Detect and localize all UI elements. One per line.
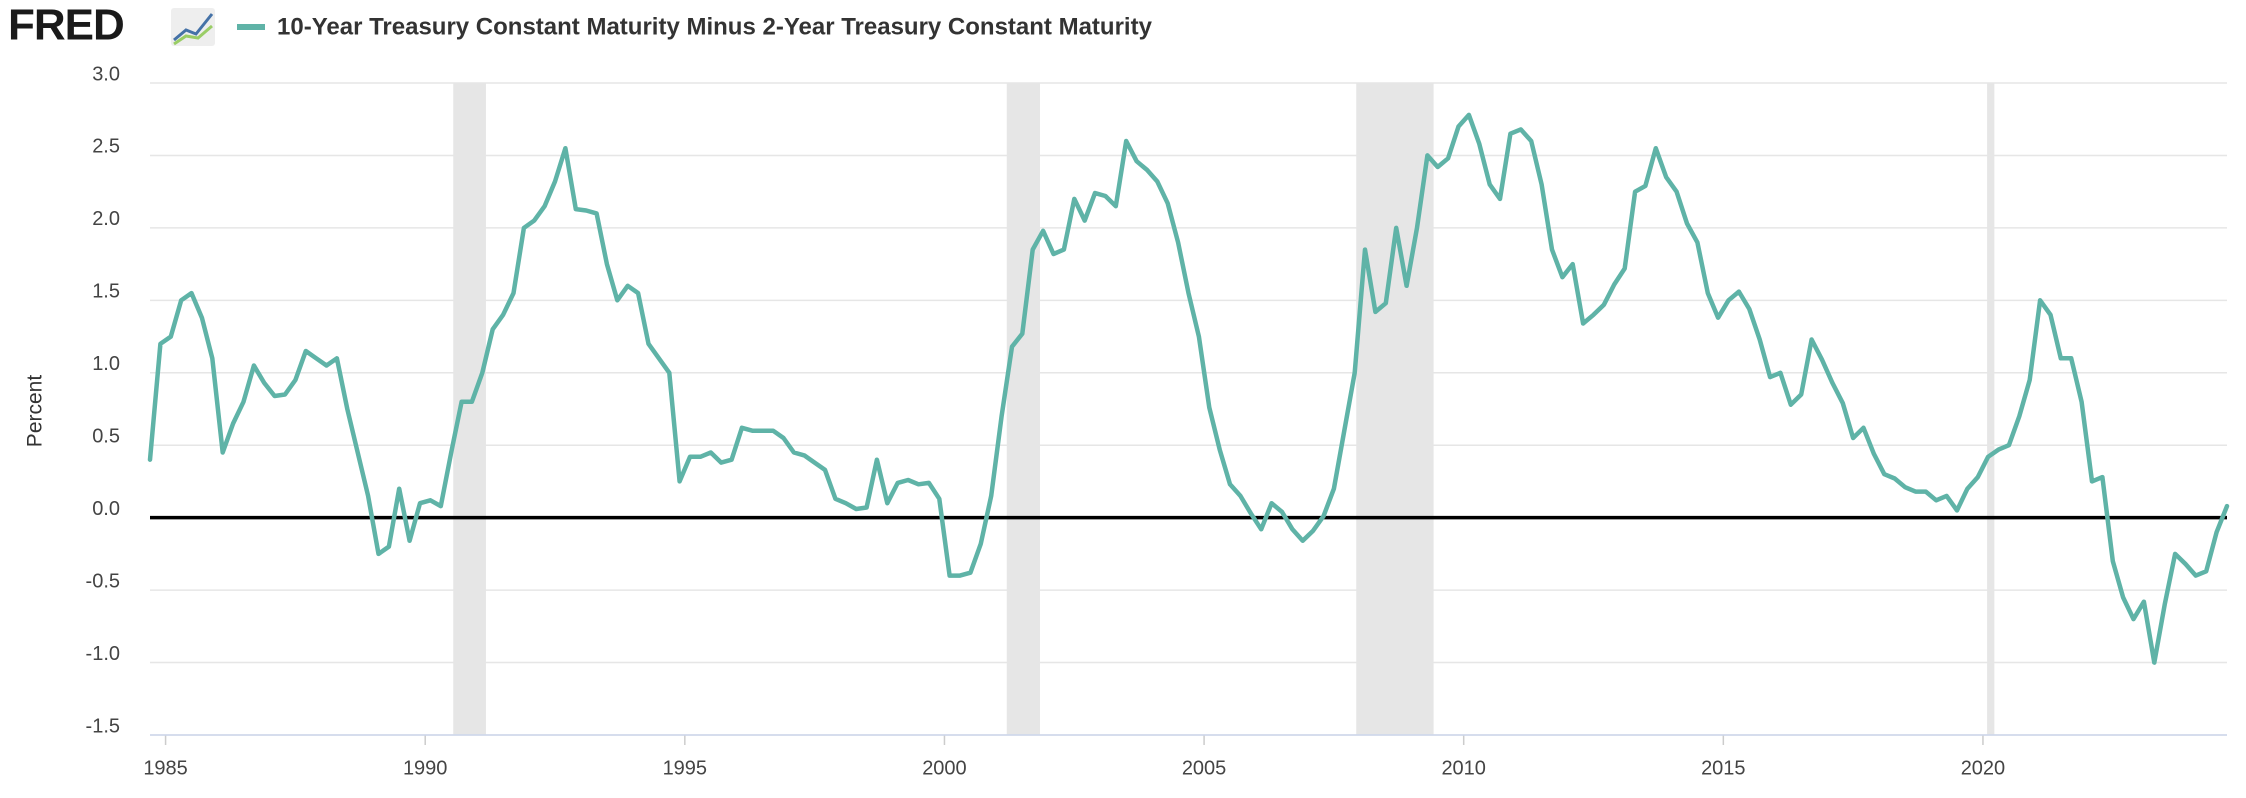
y-axis-label: Percent: [24, 375, 47, 448]
y-tick-label: 1.5: [92, 281, 120, 303]
y-tick-label: 2.5: [92, 136, 120, 158]
header: FRED 10-Year Treasury Constant Maturity …: [8, 1, 1153, 50]
x-tick-label: 2005: [1182, 757, 1227, 779]
logo-icon: [171, 8, 215, 46]
x-tick-label: 2015: [1701, 757, 1746, 779]
y-tick-label: -1.5: [86, 715, 120, 737]
brand-logo[interactable]: FRED: [8, 1, 125, 50]
series-line: [147, 112, 2230, 665]
x-tick-label: 1995: [663, 757, 708, 779]
y-tick-label: 2.0: [92, 208, 120, 230]
y-tick-label: 3.0: [92, 63, 120, 85]
x-tick-label: 1990: [403, 757, 448, 779]
legend-label[interactable]: 10-Year Treasury Constant Maturity Minus…: [277, 13, 1153, 40]
y-tick-label: -0.5: [86, 570, 120, 592]
x-tick-label: 2000: [922, 757, 967, 779]
y-tick-label: 1.0: [92, 353, 120, 375]
y-tick-label: -1.0: [86, 643, 120, 665]
x-tick-label: 2010: [1441, 757, 1486, 779]
y-tick-label: 0.5: [92, 426, 120, 448]
x-tick-label: 1985: [143, 757, 188, 779]
y-tick-label: 0.0: [92, 498, 120, 520]
recession-band: [1987, 83, 1995, 735]
recession-band: [1006, 83, 1040, 735]
x-tick-label: 2020: [1961, 757, 2006, 779]
